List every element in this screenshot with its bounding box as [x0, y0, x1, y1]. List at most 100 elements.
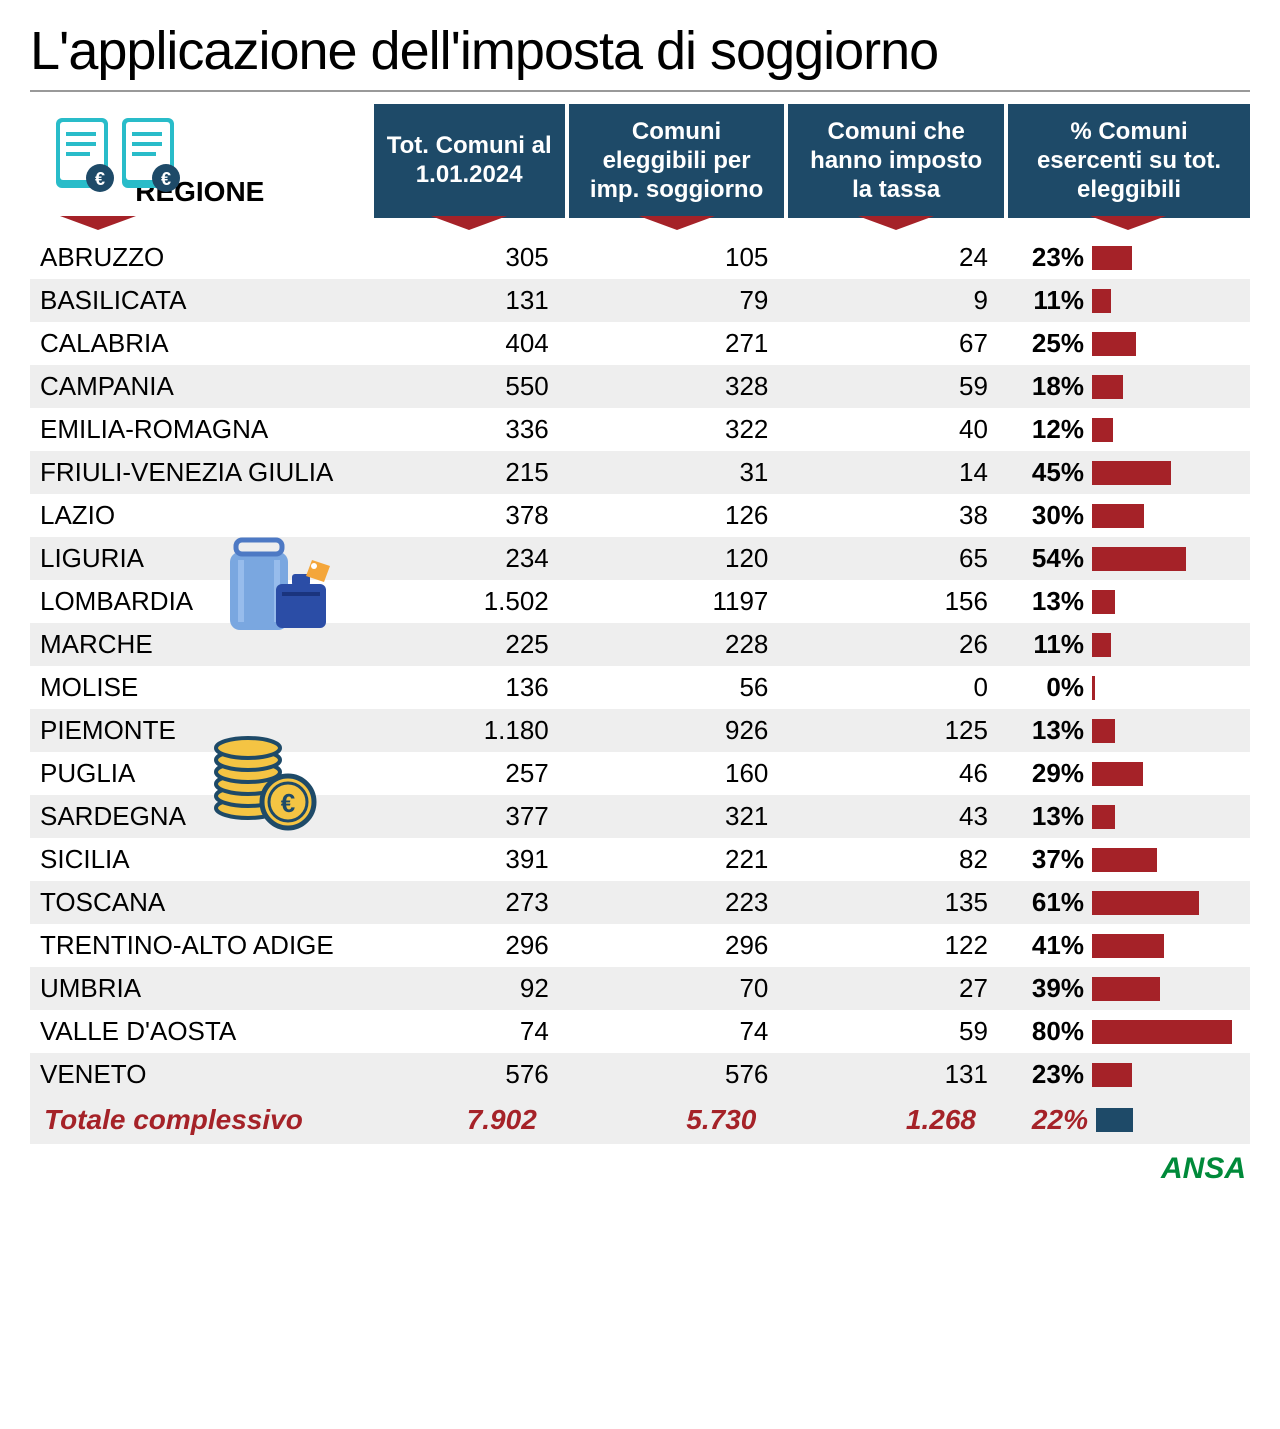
pct-bar: [1092, 504, 1145, 528]
cell-pct: 61%: [1006, 881, 1250, 924]
cell-pct: 13%: [1006, 795, 1250, 838]
pct-label: 13%: [1016, 715, 1084, 746]
pct-bar-track: [1092, 332, 1232, 356]
col-header-region: € € REGIONE: [30, 104, 372, 218]
cell-total-pct: 22%: [1006, 1096, 1250, 1144]
pct-bar-track: [1092, 504, 1232, 528]
source-label: ANSA: [30, 1152, 1250, 1186]
cell-imposed: 67: [786, 322, 1006, 365]
cell-eligible: 70: [567, 967, 787, 1010]
pct-bar-track: [1092, 633, 1232, 657]
pct-bar-track: [1092, 590, 1232, 614]
pct-bar-track: [1092, 891, 1232, 915]
pct-bar-track: [1092, 762, 1232, 786]
table-total-row: Totale complessivo7.9025.7301.26822%: [30, 1096, 1250, 1144]
cell-tot: 74: [372, 1010, 567, 1053]
cell-eligible: 228: [567, 623, 787, 666]
cell-eligible: 576: [567, 1053, 787, 1096]
arrow-down-icon: [60, 216, 136, 230]
table-row: UMBRIA92702739%: [30, 967, 1250, 1010]
cell-tot: 1.180: [372, 709, 567, 752]
cell-imposed: 59: [786, 1010, 1006, 1053]
table-row: MOLISE1365600%: [30, 666, 1250, 709]
pct-bar: [1092, 289, 1111, 313]
cell-imposed: 0: [786, 666, 1006, 709]
cell-tot: 215: [372, 451, 567, 494]
table-row: TRENTINO-ALTO ADIGE29629612241%: [30, 924, 1250, 967]
cell-pct: 18%: [1006, 365, 1250, 408]
cell-pct: 23%: [1006, 1053, 1250, 1096]
cell-pct: 39%: [1006, 967, 1250, 1010]
cell-pct: 41%: [1006, 924, 1250, 967]
cell-region: UMBRIA: [30, 967, 372, 1010]
pct-label: 39%: [1016, 973, 1084, 1004]
svg-text:€: €: [161, 169, 171, 189]
pct-bar: [1092, 547, 1187, 571]
pct-bar: [1092, 762, 1143, 786]
cell-tot: 576: [372, 1053, 567, 1096]
cell-pct: 13%: [1006, 580, 1250, 623]
cell-imposed: 131: [786, 1053, 1006, 1096]
cell-eligible: 223: [567, 881, 787, 924]
pct-bar: [1092, 375, 1124, 399]
cell-region: ABRUZZO: [30, 236, 372, 279]
cell-pct: 80%: [1006, 1010, 1250, 1053]
cell-eligible: 56: [567, 666, 787, 709]
pct-bar: [1096, 1108, 1133, 1132]
table-row: CAMPANIA5503285918%: [30, 365, 1250, 408]
cell-pct: 12%: [1006, 408, 1250, 451]
col-header-pct: % Comuni esercenti su tot. eleggibili: [1006, 104, 1250, 218]
cell-eligible: 120: [567, 537, 787, 580]
pct-bar-track: [1092, 934, 1232, 958]
pct-bar: [1092, 246, 1132, 270]
cell-eligible: 126: [567, 494, 787, 537]
cell-eligible: 322: [567, 408, 787, 451]
pct-bar-track: [1092, 1063, 1232, 1087]
pct-bar: [1092, 977, 1160, 1001]
table-row: VENETO57657613123%: [30, 1053, 1250, 1096]
table-row: CALABRIA4042716725%: [30, 322, 1250, 365]
cell-region: PIEMONTE: [30, 709, 372, 752]
pct-label: 45%: [1016, 457, 1084, 488]
pct-bar-track: [1092, 1020, 1232, 1044]
cell-region: LOMBARDIA: [30, 580, 372, 623]
pct-label: 11%: [1016, 285, 1084, 316]
table-row: PUGLIA2571604629%: [30, 752, 1250, 795]
cell-eligible: 31: [567, 451, 787, 494]
cell-imposed: 27: [786, 967, 1006, 1010]
pct-label: 13%: [1016, 801, 1084, 832]
cell-region: LAZIO: [30, 494, 372, 537]
cell-imposed: 82: [786, 838, 1006, 881]
data-table: € € REGIONE Tot. Co: [30, 104, 1250, 1144]
cell-region: MOLISE: [30, 666, 372, 709]
pct-bar: [1092, 461, 1171, 485]
pct-label: 18%: [1016, 371, 1084, 402]
pct-label: 13%: [1016, 586, 1084, 617]
cell-region: CAMPANIA: [30, 365, 372, 408]
cell-pct: 37%: [1006, 838, 1250, 881]
cell-imposed: 9: [786, 279, 1006, 322]
cell-pct: 45%: [1006, 451, 1250, 494]
cell-region: TOSCANA: [30, 881, 372, 924]
pct-label: 30%: [1016, 500, 1084, 531]
cell-imposed: 26: [786, 623, 1006, 666]
cell-eligible: 74: [567, 1010, 787, 1053]
pct-bar-track: [1092, 375, 1232, 399]
cell-tot: 257: [372, 752, 567, 795]
cell-eligible: 105: [567, 236, 787, 279]
pct-bar-track: [1092, 676, 1232, 700]
cell-pct: 23%: [1006, 236, 1250, 279]
cell-imposed: 59: [786, 365, 1006, 408]
cell-imposed: 43: [786, 795, 1006, 838]
pct-bar-track: [1092, 805, 1232, 829]
table-row: EMILIA-ROMAGNA3363224012%: [30, 408, 1250, 451]
title-rule: [30, 90, 1250, 92]
pct-bar-track: [1092, 719, 1232, 743]
cell-tot: 404: [372, 322, 567, 365]
table-row: MARCHE2252282611%: [30, 623, 1250, 666]
cell-tot: 131: [372, 279, 567, 322]
cell-total-label: Totale complessivo: [30, 1096, 372, 1144]
table-row: FRIULI-VENEZIA GIULIA215311445%: [30, 451, 1250, 494]
cell-pct: 30%: [1006, 494, 1250, 537]
table-row: TOSCANA27322313561%: [30, 881, 1250, 924]
